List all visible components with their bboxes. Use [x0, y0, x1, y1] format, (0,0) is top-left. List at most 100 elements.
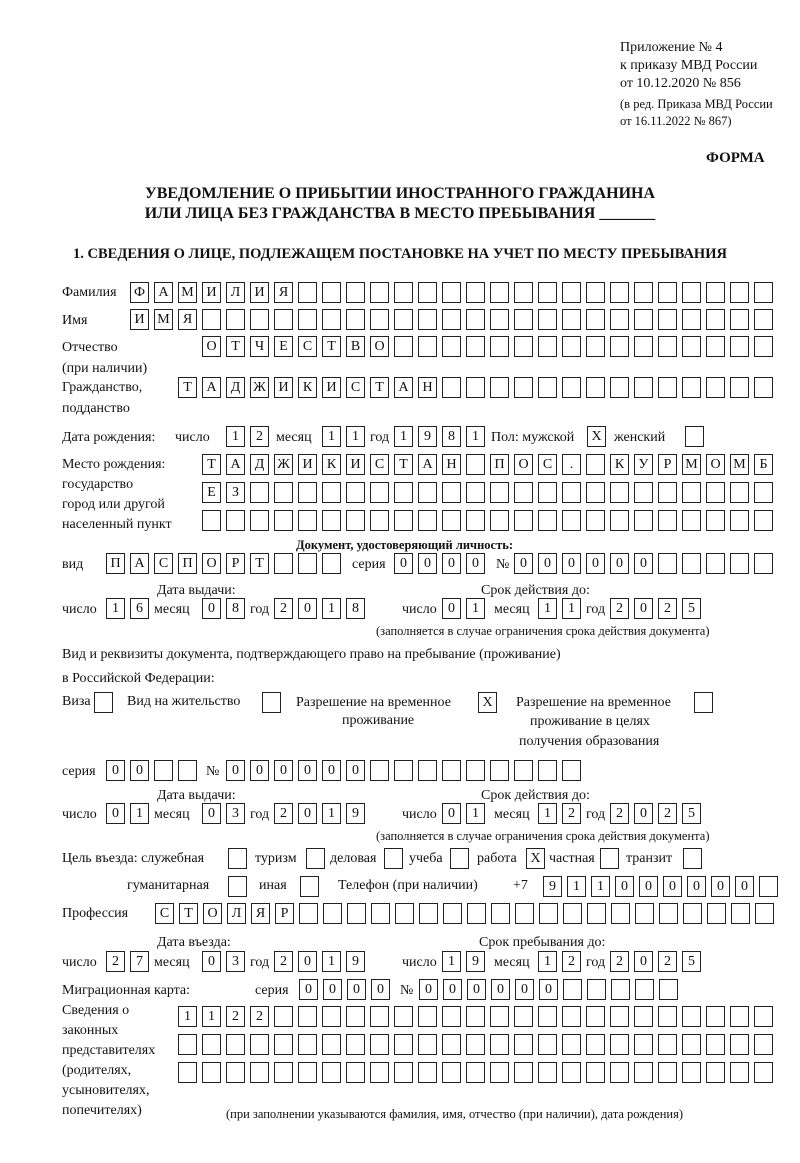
char-box-reps-2[interactable] [466, 1034, 485, 1055]
char-box-birthplace-1[interactable]: Д [250, 454, 269, 475]
char-box-birthplace-2[interactable]: Е [202, 482, 221, 503]
char-box-name[interactable] [274, 309, 293, 330]
char-box-surname[interactable]: Я [274, 282, 293, 303]
char-box-p-private[interactable] [600, 848, 619, 869]
char-box-name[interactable] [730, 309, 749, 330]
char-box-reps-3[interactable] [346, 1062, 365, 1083]
char-box-birthplace-3[interactable] [610, 510, 629, 531]
char-box-name[interactable] [322, 309, 341, 330]
char-box-mc-number[interactable]: 0 [443, 979, 462, 1000]
char-box-birthplace-2[interactable] [298, 482, 317, 503]
char-box-p-humanitarian[interactable] [228, 876, 247, 897]
char-box-patronymic[interactable] [418, 336, 437, 357]
char-box-reps-2[interactable] [610, 1034, 629, 1055]
char-box-name[interactable] [754, 309, 773, 330]
char-box-patronymic[interactable] [490, 336, 509, 357]
char-box-entry-year[interactable]: 0 [298, 951, 317, 972]
char-box-birthplace-1[interactable]: . [562, 454, 581, 475]
char-box-birthplace-3[interactable] [754, 510, 773, 531]
char-box-surname[interactable]: И [202, 282, 221, 303]
char-box-reps-3[interactable] [370, 1062, 389, 1083]
char-box-surname[interactable] [754, 282, 773, 303]
char-box-citizenship[interactable]: С [346, 377, 365, 398]
char-box-doc-kind[interactable] [298, 553, 317, 574]
char-box-surname[interactable] [586, 282, 605, 303]
char-box-reps-1[interactable] [514, 1006, 533, 1027]
char-box-reps-1[interactable]: 2 [250, 1006, 269, 1027]
char-box-surname[interactable] [730, 282, 749, 303]
char-box-stay-month[interactable]: 2 [562, 951, 581, 972]
char-box-reps-3[interactable] [538, 1062, 557, 1083]
char-box-birthplace-1[interactable]: С [538, 454, 557, 475]
char-box-birthplace-3[interactable] [634, 510, 653, 531]
char-box-surname[interactable] [490, 282, 509, 303]
char-box-right-valid-month[interactable]: 2 [562, 803, 581, 824]
char-box-citizenship[interactable] [586, 377, 605, 398]
char-box-right-number[interactable] [466, 760, 485, 781]
char-box-reps-2[interactable] [562, 1034, 581, 1055]
char-box-mc-number[interactable] [611, 979, 630, 1000]
char-box-birthplace-2[interactable] [538, 482, 557, 503]
char-box-birthplace-3[interactable] [250, 510, 269, 531]
char-box-name[interactable]: И [130, 309, 149, 330]
char-box-right-series[interactable]: 0 [130, 760, 149, 781]
char-box-doc-valid-year[interactable]: 2 [658, 598, 677, 619]
char-box-entry-year[interactable]: 2 [274, 951, 293, 972]
char-box-birthplace-2[interactable] [442, 482, 461, 503]
char-box-birthplace-3[interactable] [706, 510, 725, 531]
char-box-name[interactable] [586, 309, 605, 330]
char-box-birthplace-2[interactable] [322, 482, 341, 503]
char-box-patronymic[interactable] [538, 336, 557, 357]
char-box-citizenship[interactable]: К [298, 377, 317, 398]
char-box-doc-kind[interactable]: П [106, 553, 125, 574]
char-box-patronymic[interactable] [634, 336, 653, 357]
char-box-reps-1[interactable]: 1 [202, 1006, 221, 1027]
char-box-birthplace-2[interactable] [682, 482, 701, 503]
char-box-right-series[interactable] [178, 760, 197, 781]
char-box-patronymic[interactable] [610, 336, 629, 357]
char-box-birthplace-2[interactable] [586, 482, 605, 503]
char-box-doc-kind[interactable] [274, 553, 293, 574]
char-box-phone[interactable]: 1 [591, 876, 610, 897]
char-box-right-issue-month[interactable]: 3 [226, 803, 245, 824]
char-box-p-business[interactable] [384, 848, 403, 869]
char-box-birthplace-3[interactable] [586, 510, 605, 531]
char-box-name[interactable] [634, 309, 653, 330]
char-box-rvp-edu[interactable] [694, 692, 713, 713]
char-box-profession[interactable] [611, 903, 630, 924]
char-box-mc-series[interactable]: 0 [347, 979, 366, 1000]
char-box-doc-number[interactable] [730, 553, 749, 574]
char-box-citizenship[interactable]: Н [418, 377, 437, 398]
char-box-name[interactable] [610, 309, 629, 330]
char-box-birthplace-1[interactable] [586, 454, 605, 475]
char-box-reps-2[interactable] [442, 1034, 461, 1055]
char-box-right-number[interactable] [370, 760, 389, 781]
char-box-surname[interactable] [538, 282, 557, 303]
char-box-patronymic[interactable] [730, 336, 749, 357]
char-box-doc-number[interactable] [706, 553, 725, 574]
char-box-right-series[interactable] [154, 760, 173, 781]
char-box-birthplace-2[interactable] [610, 482, 629, 503]
char-box-reps-1[interactable] [322, 1006, 341, 1027]
char-box-mc-number[interactable]: 0 [539, 979, 558, 1000]
char-box-reps-2[interactable] [490, 1034, 509, 1055]
char-box-profession[interactable] [419, 903, 438, 924]
char-box-profession[interactable] [683, 903, 702, 924]
char-box-stay-year[interactable]: 0 [634, 951, 653, 972]
char-box-right-valid-year[interactable]: 5 [682, 803, 701, 824]
char-box-reps-2[interactable] [730, 1034, 749, 1055]
char-box-profession[interactable] [659, 903, 678, 924]
char-box-surname[interactable]: М [178, 282, 197, 303]
char-box-surname[interactable] [394, 282, 413, 303]
char-box-birth-year[interactable]: 9 [418, 426, 437, 447]
char-box-birthplace-3[interactable] [370, 510, 389, 531]
char-box-birthplace-2[interactable] [250, 482, 269, 503]
char-box-name[interactable]: М [154, 309, 173, 330]
char-box-visa[interactable] [94, 692, 113, 713]
char-box-profession[interactable] [731, 903, 750, 924]
char-box-doc-issue-year[interactable]: 0 [298, 598, 317, 619]
char-box-reps-2[interactable] [202, 1034, 221, 1055]
char-box-surname[interactable]: И [250, 282, 269, 303]
char-box-name[interactable] [466, 309, 485, 330]
char-box-reps-1[interactable] [586, 1006, 605, 1027]
